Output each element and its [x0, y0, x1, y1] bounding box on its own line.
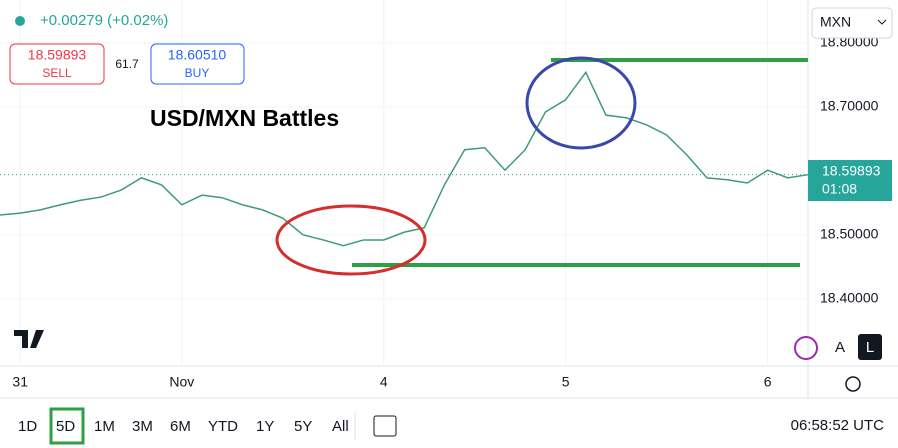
settings-icon[interactable]	[845, 376, 861, 392]
red-ellipse	[275, 204, 427, 276]
x-tick-label: Nov	[169, 374, 194, 390]
x-tick-label: 4	[380, 374, 388, 390]
y-tick-label: 18.50000	[820, 226, 879, 242]
buy-price: 18.60510	[168, 47, 227, 63]
price-tag-countdown: 01:08	[822, 181, 857, 197]
change: +0.00279 (+0.02%)	[40, 12, 168, 29]
range-button[interactable]: 1Y	[256, 418, 274, 435]
y-tick-label: 18.40000	[820, 290, 879, 306]
range-button[interactable]: 1D	[18, 418, 37, 435]
range-button[interactable]: All	[332, 418, 349, 435]
auto-button[interactable]	[828, 334, 852, 360]
x-tick-label: 6	[764, 374, 772, 390]
logo	[14, 330, 44, 348]
buy-button[interactable]	[150, 43, 245, 85]
range-button[interactable]: 1M	[94, 418, 115, 435]
lightning-icon[interactable]	[794, 336, 818, 360]
sell-label: SELL	[42, 66, 72, 80]
log-label: L	[866, 339, 874, 356]
price-tag	[808, 160, 892, 201]
date-range-icon[interactable]	[373, 415, 397, 437]
status-dot	[15, 16, 25, 26]
x-tick-label: 31	[12, 374, 28, 390]
annotation: USD/MXN Battles	[150, 105, 339, 131]
clock: 06:58:52 UTC	[791, 417, 885, 434]
range-button[interactable]: 6M	[170, 418, 191, 435]
selected-range	[49, 407, 85, 445]
auto-label: A	[835, 339, 845, 356]
currency-select[interactable]	[811, 7, 893, 39]
sell-price: 18.59893	[28, 47, 87, 63]
range-button[interactable]: 5Y	[294, 418, 312, 435]
spread: 61.7	[115, 57, 139, 71]
log-button[interactable]	[858, 334, 882, 360]
sell-button[interactable]	[9, 43, 105, 85]
blue-ellipse	[525, 56, 637, 150]
buy-label: BUY	[185, 66, 210, 80]
price-line	[0, 70, 809, 247]
range-button[interactable]: 3M	[132, 418, 153, 435]
chevron	[877, 19, 887, 25]
currency: MXN	[820, 14, 851, 30]
y-tick-label: 18.70000	[820, 98, 879, 114]
range-button[interactable]: YTD	[208, 418, 238, 435]
x-tick-label: 5	[562, 374, 570, 390]
range-button[interactable]: 5D	[56, 418, 75, 435]
price-tag-price: 18.59893	[822, 163, 881, 179]
